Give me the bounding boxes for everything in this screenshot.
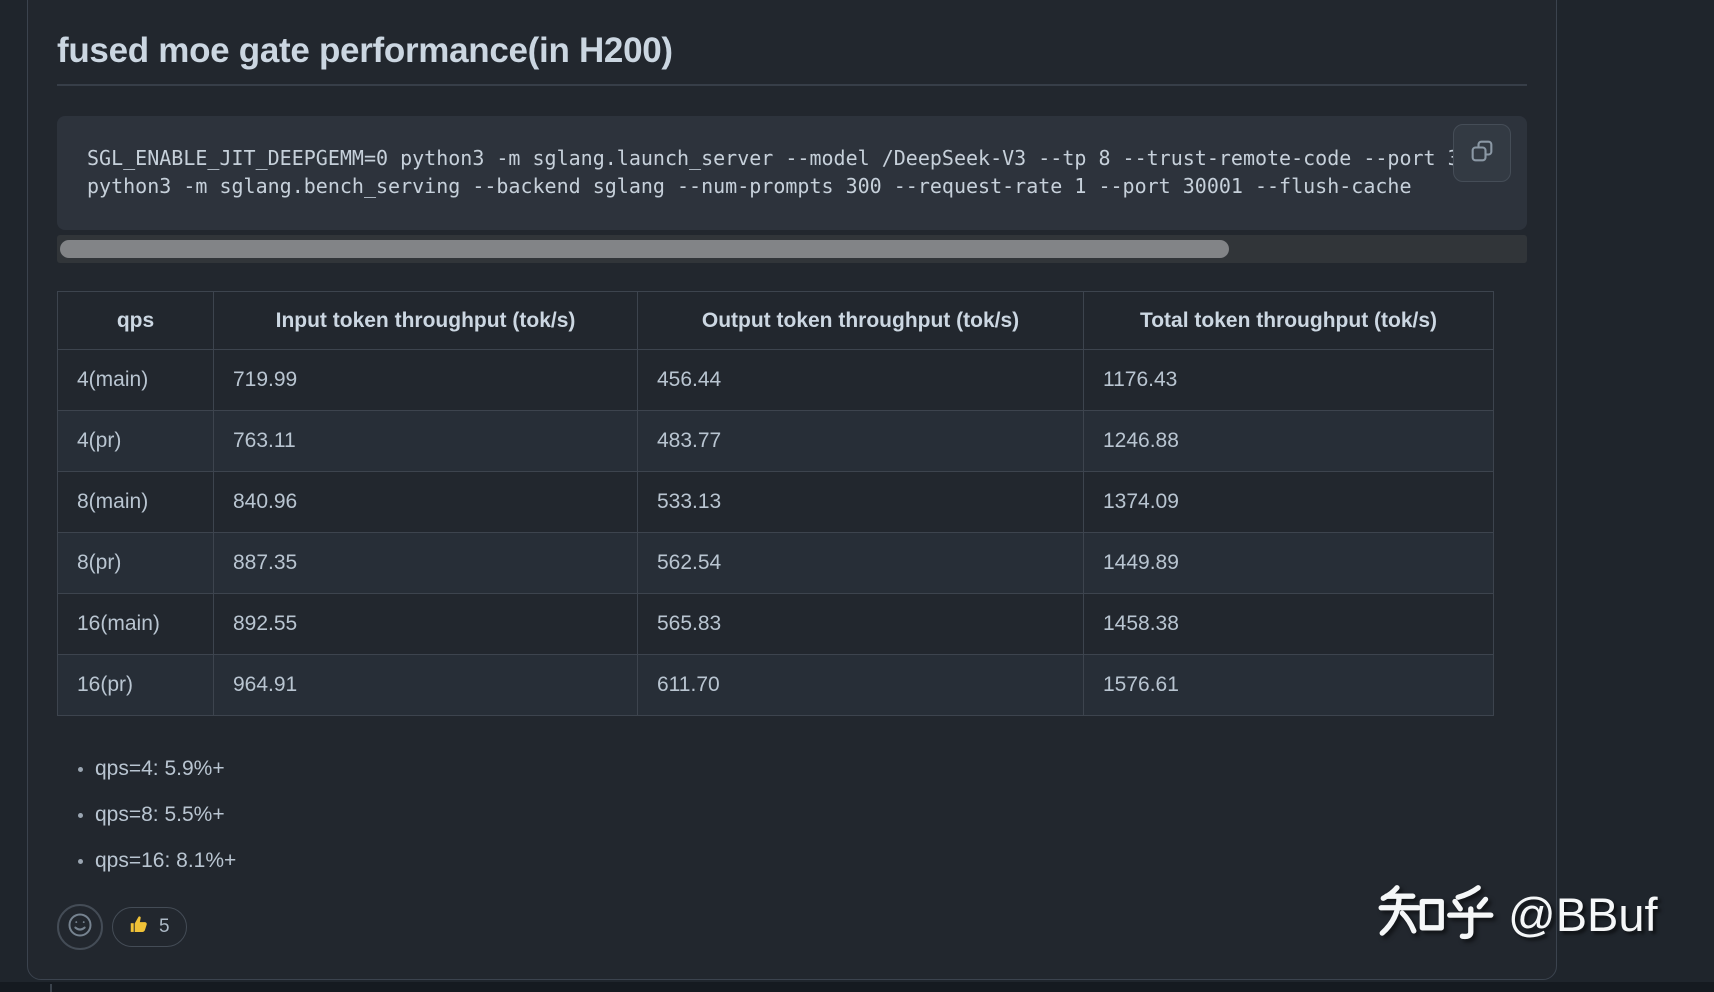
- note-qps4: qps=4: 5.9%+: [95, 746, 1527, 792]
- cell-output: 611.70: [637, 654, 1084, 716]
- code-line-2: python3 -m sglang.bench_serving --backen…: [87, 174, 1412, 198]
- cell-qps: 4(main): [57, 349, 214, 411]
- cell-qps: 8(main): [57, 471, 214, 533]
- cell-output: 533.13: [637, 471, 1084, 533]
- cell-input: 763.11: [213, 410, 638, 472]
- table-row: 4(pr) 763.11 483.77 1246.88: [57, 410, 1494, 472]
- note-qps8: qps=8: 5.5%+: [95, 792, 1527, 838]
- watermark-handle: @BBuf: [1508, 887, 1658, 941]
- col-header-total-throughput: Total token throughput (tok/s): [1083, 291, 1494, 350]
- copy-code-button[interactable]: [1453, 124, 1511, 182]
- note-qps16: qps=16: 8.1%+: [95, 838, 1527, 884]
- table-row: 16(main) 892.55 565.83 1458.38: [57, 593, 1494, 655]
- cell-output: 483.77: [637, 410, 1084, 472]
- comment-card: fused moe gate performance(in H200) SGL_…: [27, 0, 1557, 980]
- throughput-table: qps Input token throughput (tok/s) Outpu…: [57, 291, 1494, 716]
- cell-input: 719.99: [213, 349, 638, 411]
- zhihu-wordmark-icon: [1378, 884, 1494, 945]
- page-bottom-strip: [0, 982, 1714, 992]
- thumbs-up-reaction-button[interactable]: 5: [112, 907, 187, 947]
- thumbs-up-icon: [129, 914, 150, 940]
- reactions-bar: 5: [57, 904, 1527, 950]
- code-block[interactable]: SGL_ENABLE_JIT_DEEPGEMM=0 python3 -m sgl…: [57, 116, 1527, 230]
- code-block-container: SGL_ENABLE_JIT_DEEPGEMM=0 python3 -m sgl…: [57, 116, 1527, 230]
- next-element-edge: [50, 984, 52, 992]
- cell-total: 1576.61: [1083, 654, 1494, 716]
- thumbs-up-count: 5: [159, 916, 170, 937]
- code-scrollbar-track[interactable]: [57, 235, 1527, 263]
- page-title: fused moe gate performance(in H200): [57, 31, 673, 70]
- table-row: 8(main) 840.96 533.13 1374.09: [57, 471, 1494, 533]
- add-reaction-button[interactable]: [57, 904, 103, 950]
- improvement-notes-list: qps=4: 5.9%+ qps=8: 5.5%+ qps=16: 8.1%+: [57, 746, 1527, 884]
- cell-input: 840.96: [213, 471, 638, 533]
- table-row: 16(pr) 964.91 611.70 1576.61: [57, 654, 1494, 716]
- cell-total: 1449.89: [1083, 532, 1494, 594]
- cell-total: 1176.43: [1083, 349, 1494, 411]
- smiley-icon: [66, 911, 94, 944]
- table-row: 4(main) 719.99 456.44 1176.43: [57, 349, 1494, 411]
- code-scrollbar-thumb[interactable]: [60, 240, 1229, 258]
- cell-total: 1246.88: [1083, 410, 1494, 472]
- cell-qps: 16(pr): [57, 654, 214, 716]
- cell-qps: 4(pr): [57, 410, 214, 472]
- cell-input: 892.55: [213, 593, 638, 655]
- cell-qps: 8(pr): [57, 532, 214, 594]
- cell-qps: 16(main): [57, 593, 214, 655]
- cell-input: 887.35: [213, 532, 638, 594]
- col-header-output-throughput: Output token throughput (tok/s): [637, 291, 1084, 350]
- cell-output: 456.44: [637, 349, 1084, 411]
- table-header-row: qps Input token throughput (tok/s) Outpu…: [57, 291, 1494, 350]
- cell-input: 964.91: [213, 654, 638, 716]
- cell-output: 562.54: [637, 532, 1084, 594]
- cell-output: 565.83: [637, 593, 1084, 655]
- col-header-qps: qps: [57, 291, 214, 350]
- col-header-input-throughput: Input token throughput (tok/s): [213, 291, 638, 350]
- table-row: 8(pr) 887.35 562.54 1449.89: [57, 532, 1494, 594]
- cell-total: 1458.38: [1083, 593, 1494, 655]
- cell-total: 1374.09: [1083, 471, 1494, 533]
- code-line-1: SGL_ENABLE_JIT_DEEPGEMM=0 python3 -m sgl…: [87, 146, 1508, 170]
- copy-icon: [1468, 137, 1496, 170]
- watermark: @BBuf: [1378, 884, 1658, 945]
- heading-divider: [57, 84, 1527, 86]
